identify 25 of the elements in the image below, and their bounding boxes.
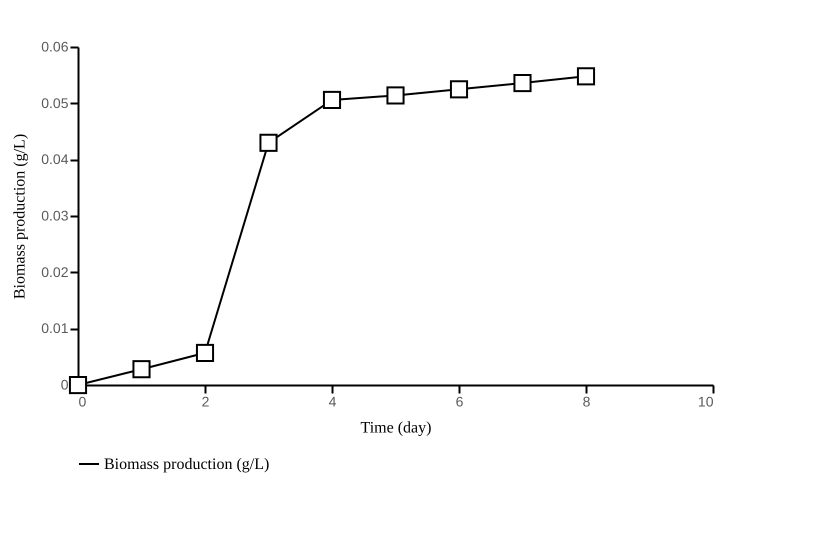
point [196, 344, 214, 362]
x-axis-title: Time (day) [360, 420, 432, 436]
point [513, 74, 532, 92]
y-axis-title: Biomass production (g/L) [11, 134, 28, 300]
y-tick-label: 0.02 [41, 264, 69, 280]
x-tick-label: 10 [698, 394, 714, 410]
x-tick-label: 2 [202, 394, 210, 410]
y-tick-label: 0.01 [41, 320, 69, 336]
point [322, 90, 342, 110]
point [450, 80, 468, 98]
x-tick-label: 6 [456, 394, 464, 410]
legend-label: Biomass production (g/L) [104, 456, 270, 473]
y-tick-label: 0.06 [41, 38, 69, 54]
x-tick-label: 0 [78, 394, 86, 410]
y-tick-label: 0 [60, 376, 69, 392]
point [576, 67, 596, 86]
point [132, 360, 151, 378]
point [68, 376, 88, 394]
point [386, 86, 405, 105]
x-tick-label: 4 [328, 394, 337, 410]
y-tick-label: 0.05 [41, 94, 69, 111]
y-tick-label: 0.04 [41, 151, 69, 168]
y-tick-label: 0.03 [41, 208, 69, 224]
point [259, 134, 278, 152]
x-tick-label: 8 [582, 394, 591, 410]
